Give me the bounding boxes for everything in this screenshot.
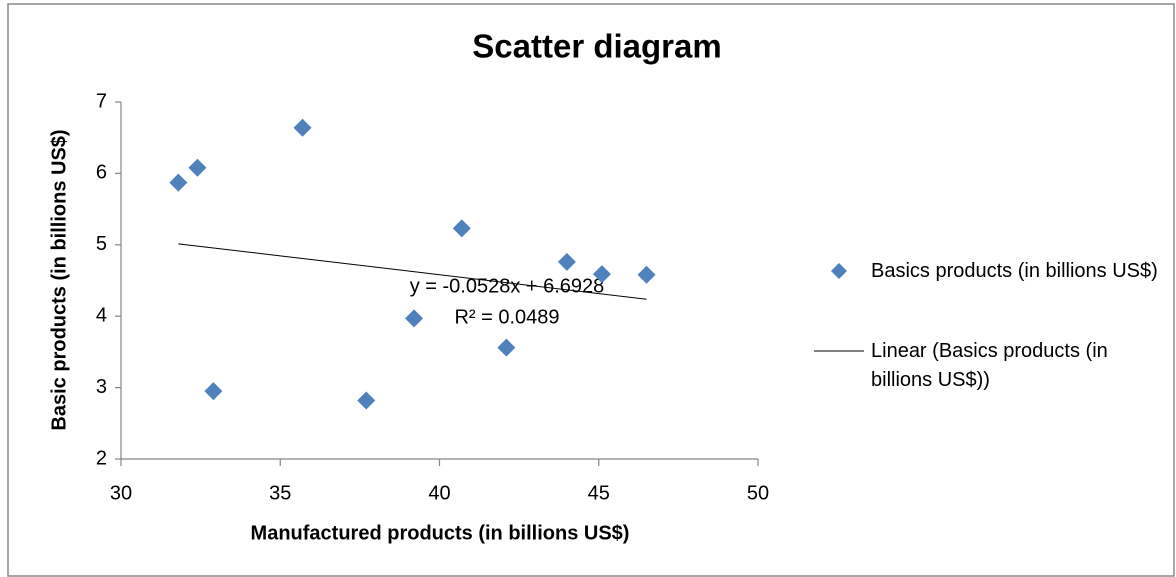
x-tick-label: 30 bbox=[110, 482, 132, 504]
point bbox=[204, 382, 223, 401]
y-tick-label: 3 bbox=[96, 376, 107, 398]
chart-title: Scatter diagram bbox=[472, 28, 721, 65]
x-tick-label: 50 bbox=[747, 482, 769, 504]
y-tick-label: 7 bbox=[96, 90, 107, 112]
point bbox=[357, 391, 376, 410]
x-tick-label: 40 bbox=[428, 482, 450, 504]
point bbox=[592, 265, 611, 284]
trend-r-squared: R² = 0.0489 bbox=[454, 306, 559, 328]
point bbox=[293, 118, 312, 137]
point bbox=[497, 338, 516, 357]
legend-marker bbox=[831, 263, 847, 279]
point bbox=[405, 309, 424, 328]
y-tick-label: 6 bbox=[96, 162, 107, 184]
y-tick-label: 2 bbox=[96, 447, 107, 469]
point bbox=[557, 252, 576, 271]
trend-line bbox=[178, 243, 647, 300]
x-tick-label: 45 bbox=[588, 482, 610, 504]
x-tick-label: 35 bbox=[269, 482, 291, 504]
trend-equation: y = -0.0528x + 6.6928 bbox=[410, 275, 605, 297]
legend-label: Basics products (in billions US$) bbox=[871, 260, 1158, 282]
legend-label: Linear (Basics products (in billions US$… bbox=[871, 340, 1108, 391]
y-tick-label: 4 bbox=[96, 304, 107, 326]
y-tick-label: 5 bbox=[96, 233, 107, 255]
point bbox=[169, 173, 188, 192]
y-axis-label: Basic products (in billions US$) bbox=[48, 129, 70, 430]
point bbox=[188, 158, 207, 177]
point bbox=[452, 219, 471, 238]
chart-border bbox=[7, 3, 1175, 577]
x-axis-label: Manufactured products (in billions US$) bbox=[251, 522, 630, 544]
point bbox=[637, 265, 656, 284]
